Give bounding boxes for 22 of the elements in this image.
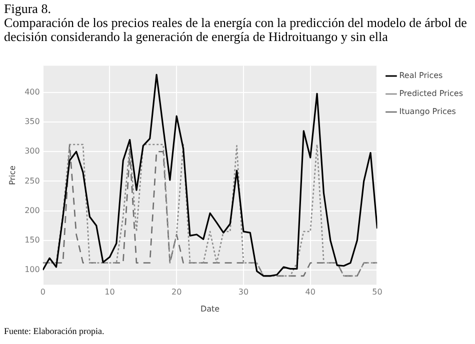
y-tick-label: 150 bbox=[24, 235, 40, 244]
legend-label: Ituango Prices bbox=[399, 107, 456, 116]
legend-label: Predicted Prices bbox=[399, 89, 463, 98]
y-tick-label: 300 bbox=[24, 146, 40, 156]
x-tick-label: 50 bbox=[372, 288, 382, 297]
y-tick-label: 400 bbox=[24, 88, 40, 97]
y-tick-label: 200 bbox=[24, 206, 40, 215]
y-tick-label: 250 bbox=[24, 176, 40, 186]
x-tick-label: 10 bbox=[104, 288, 115, 297]
y-tick-label: 100 bbox=[24, 265, 40, 274]
y-axis-title: Price bbox=[8, 165, 17, 186]
y-tick-label: 350 bbox=[24, 117, 40, 126]
chart-subtitle: Comparación de los precios reales de la energía con la predicción del modelo de árbol de decisión considerando la generación de energía de Hidroituango y sin ella bbox=[4, 15, 468, 44]
x-tick-label: 40 bbox=[305, 288, 316, 297]
line-series bbox=[42, 144, 378, 277]
x-tick-label: 30 bbox=[238, 288, 249, 297]
x-tick-label: 0 bbox=[40, 288, 46, 297]
x-tick-label: 20 bbox=[172, 288, 182, 297]
chart-title: Figura 8. bbox=[4, 1, 52, 16]
legend-label: Real Prices bbox=[399, 71, 443, 80]
source-note: Fuente: Elaboración propia. bbox=[4, 326, 104, 336]
x-axis-title: Date bbox=[200, 304, 220, 314]
